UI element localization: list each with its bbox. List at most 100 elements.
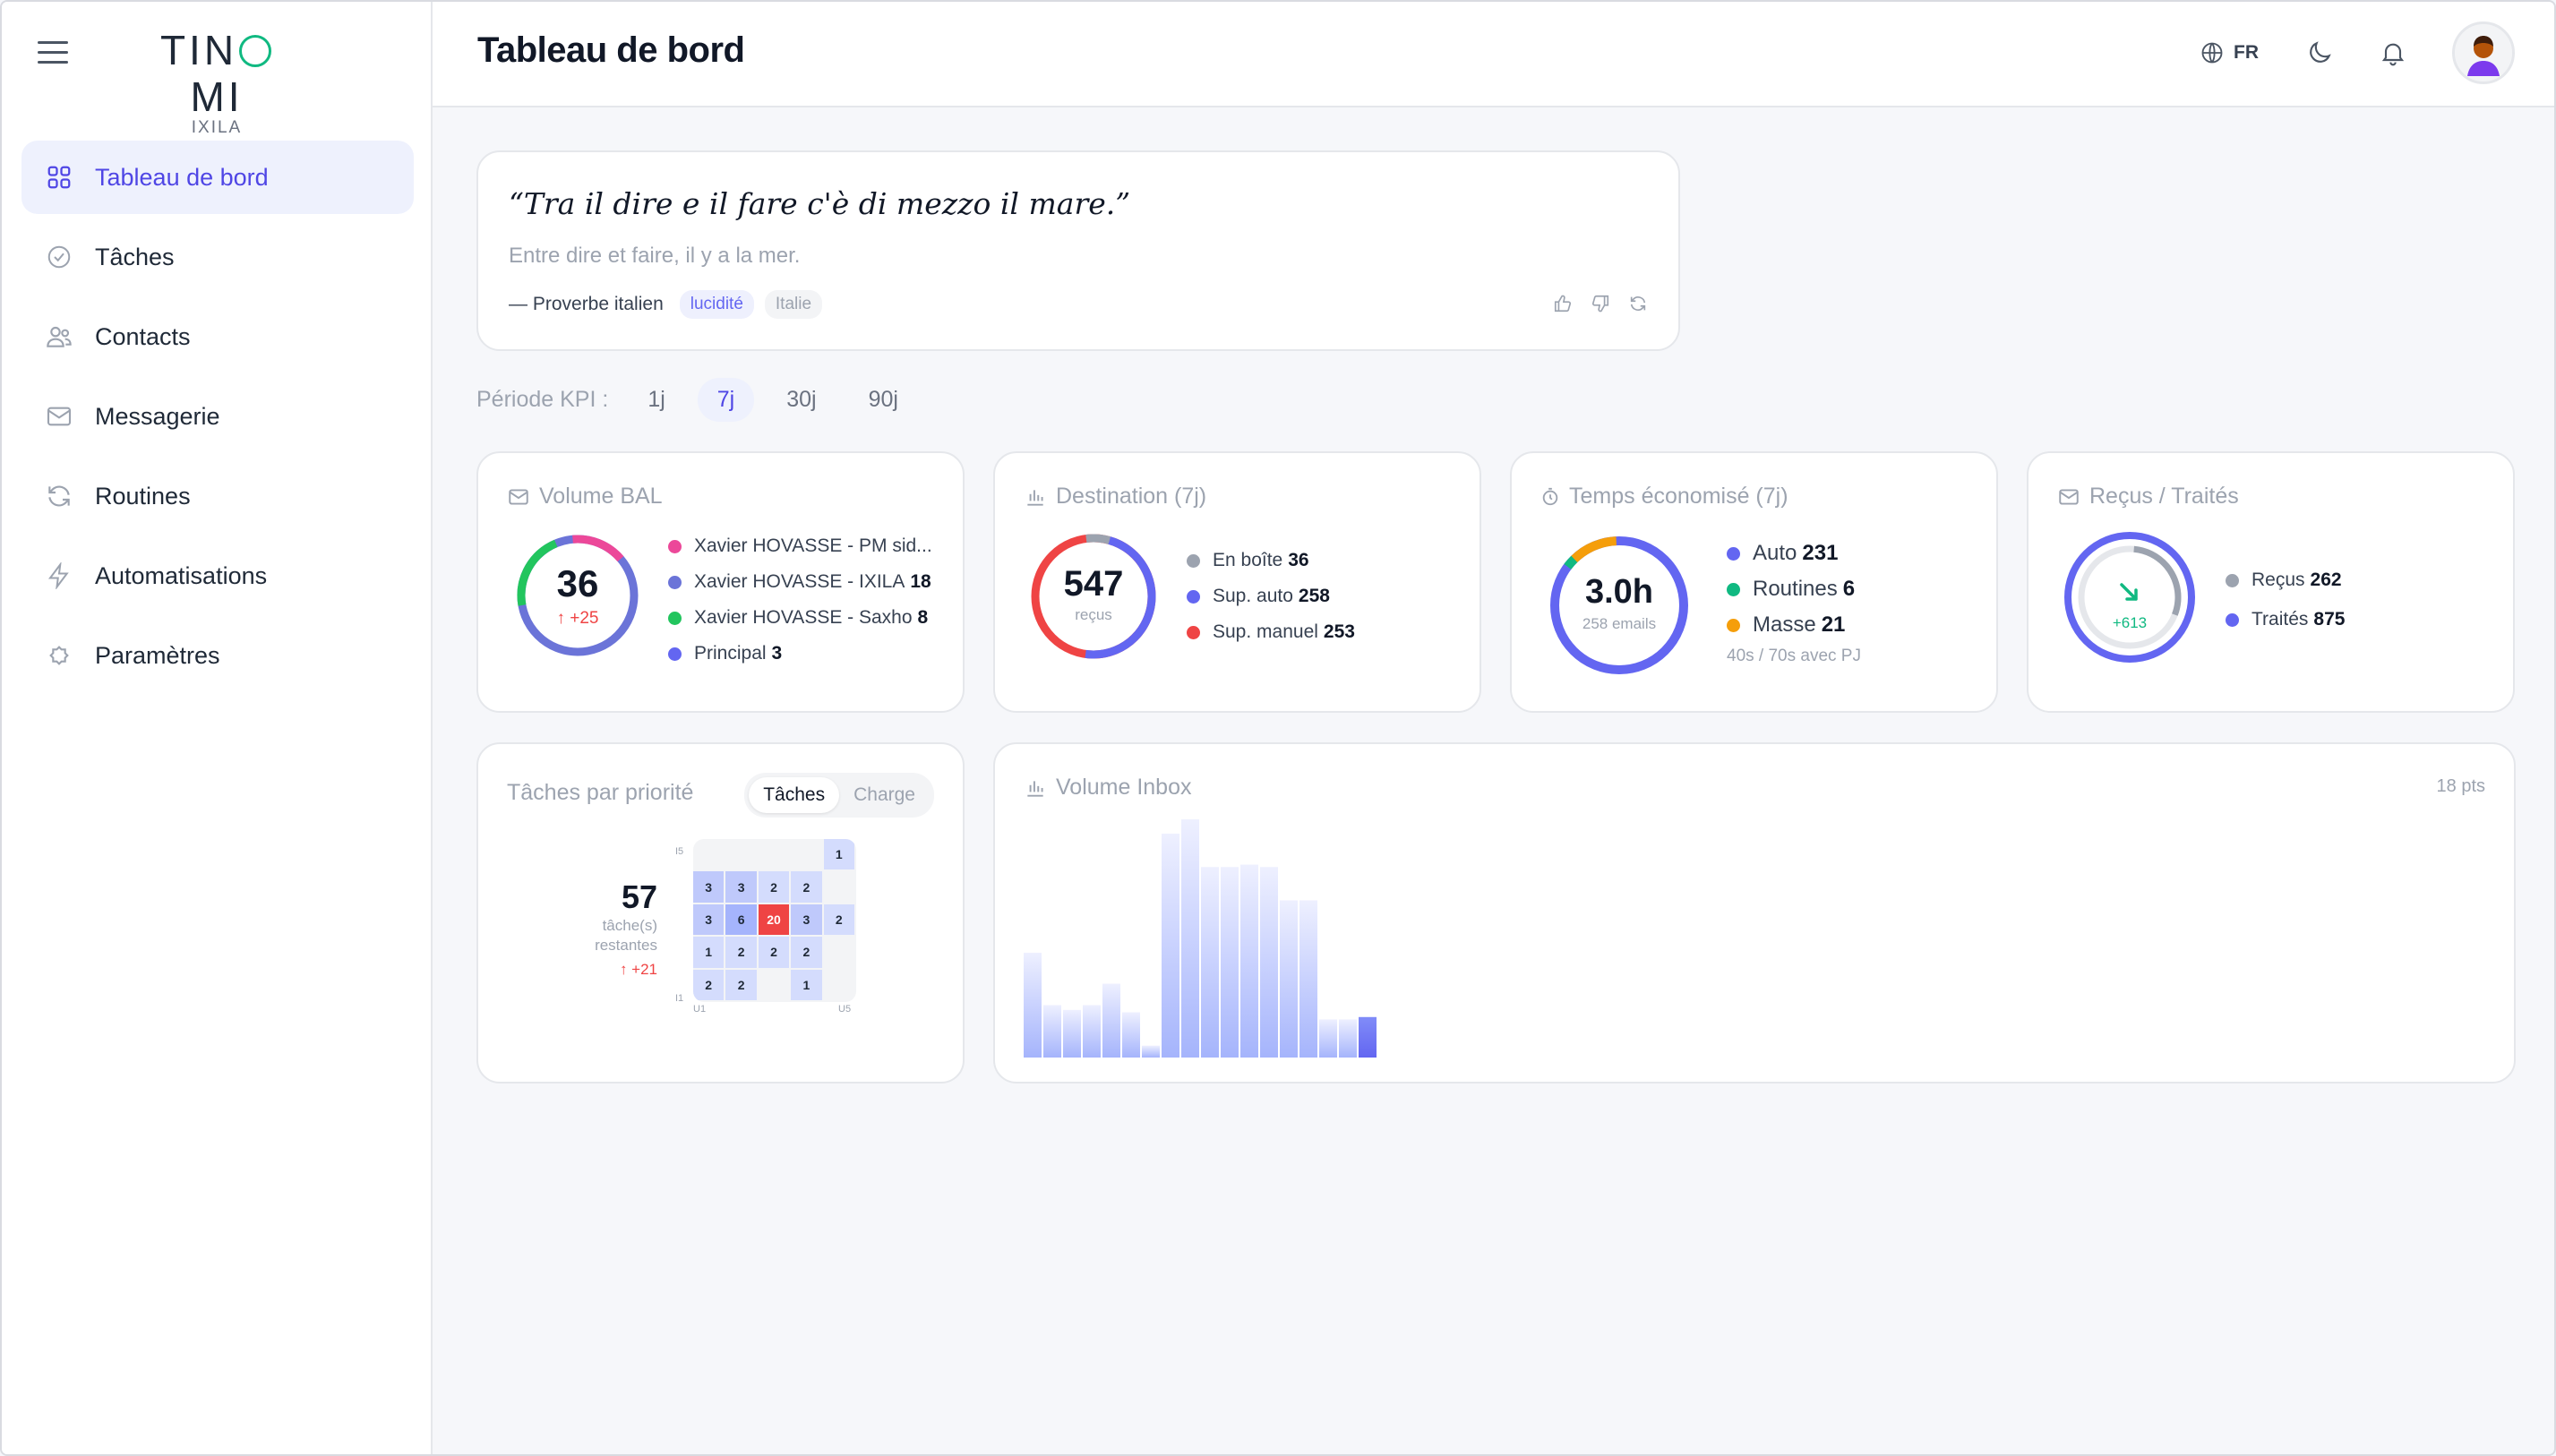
matrix-cell[interactable]: 2 — [758, 871, 790, 903]
kpi-volume-card: Volume BAL 36 ↑ +25 Xavier HOVASSE - PM … — [476, 451, 965, 713]
chart-bar[interactable] — [1260, 867, 1278, 1058]
language-switch[interactable]: FR — [2200, 40, 2259, 65]
sidebar-item-automatisations[interactable]: Automatisations — [21, 539, 414, 612]
sidebar-item-label: Tableau de bord — [95, 163, 269, 191]
chart-bar[interactable] — [1280, 900, 1298, 1058]
matrix-cell[interactable]: 2 — [725, 969, 757, 1000]
kpi-value: 547 — [1063, 564, 1124, 604]
period-option[interactable]: 30j — [786, 387, 817, 412]
legend-item: Xavier HOVASSE - IXILA 18 — [668, 564, 932, 600]
thumbs-down-icon[interactable] — [1591, 294, 1610, 313]
priority-matrix: 1 3 3 2 2 3 6 20 3 2 1 2 2 2 2 2 1 — [693, 839, 856, 1002]
chart-bar[interactable] — [1359, 1016, 1377, 1058]
bolt-icon — [43, 560, 75, 592]
matrix-cell[interactable]: 1 — [693, 937, 725, 968]
legend-value: 21 — [1821, 612, 1846, 637]
chart-bar[interactable] — [1024, 952, 1042, 1058]
legend-dot — [2226, 612, 2239, 627]
refresh-icon[interactable] — [1628, 294, 1648, 313]
chart-bar[interactable] — [1221, 867, 1239, 1058]
matrix-cell[interactable]: 2 — [791, 871, 822, 903]
legend-value: 8 — [917, 607, 929, 628]
chart-bar[interactable] — [1102, 983, 1120, 1058]
quote-tag[interactable]: lucidité — [679, 290, 754, 319]
matrix-cell[interactable]: 2 — [693, 969, 725, 1000]
legend-value: 875 — [2313, 609, 2346, 630]
chart-bar[interactable] — [1083, 1005, 1101, 1058]
chart-bar[interactable] — [1339, 1019, 1357, 1058]
chart-bar[interactable] — [1319, 1019, 1337, 1058]
matrix-cell[interactable]: 6 — [725, 904, 757, 936]
sidebar-item-tableau-de-bord[interactable]: Tableau de bord — [21, 141, 414, 214]
refresh-icon — [43, 480, 75, 512]
matrix-cell[interactable]: 2 — [823, 904, 854, 936]
time-donut — [1550, 536, 1688, 674]
matrix-cell[interactable]: 2 — [758, 937, 790, 968]
chart-bar[interactable] — [1181, 819, 1199, 1058]
quote-text: “Tra il dire e il fare c'è di mezzo il m… — [509, 186, 1131, 221]
priority-count: 57 — [621, 878, 657, 915]
legend-item: Auto 231 — [1727, 535, 1855, 571]
matrix-cell[interactable]: 1 — [823, 839, 854, 870]
destination-donut — [1031, 534, 1156, 659]
tab-load[interactable]: Charge — [853, 784, 915, 805]
menu-icon[interactable] — [38, 41, 68, 66]
matrix-cell[interactable]: 3 — [725, 871, 757, 903]
period-option[interactable]: 1j — [648, 387, 665, 412]
legend-dot — [668, 575, 682, 589]
priority-delta: ↑ +21 — [619, 961, 657, 978]
chart-bar[interactable] — [1201, 867, 1219, 1058]
chart-bar[interactable] — [1142, 1045, 1160, 1058]
matrix-cell[interactable]: 2 — [791, 937, 822, 968]
matrix-cell[interactable]: 3 — [693, 904, 725, 936]
tab-tasks[interactable]: Tâches — [749, 777, 840, 813]
chart-bar[interactable] — [1122, 1012, 1140, 1058]
bell-icon — [2381, 43, 2405, 66]
chart-bar[interactable] — [1240, 864, 1258, 1058]
inbox-point-count: 18 pts — [2436, 776, 2485, 796]
sidebar-item-taches[interactable]: Tâches — [21, 220, 414, 294]
axis-label: U5 — [838, 1004, 852, 1015]
legend-value: 36 — [1288, 550, 1309, 570]
kpi-value: 36 — [556, 562, 599, 604]
matrix-cell[interactable]: 1 — [791, 969, 822, 1000]
sidebar-item-messagerie[interactable]: Messagerie — [21, 380, 414, 453]
legend-value: 6 — [1842, 577, 1856, 601]
sidebar-item-routines[interactable]: Routines — [21, 459, 414, 533]
legend-label: Sup. manuel — [1213, 621, 1318, 642]
chart-bar[interactable] — [1063, 1009, 1081, 1058]
legend-dot — [668, 647, 682, 661]
axis-label: I1 — [675, 993, 684, 1004]
matrix-cell[interactable]: 3 — [791, 904, 822, 936]
period-option[interactable]: 7j — [697, 378, 755, 422]
quote-card: “Tra il dire e il fare c'è di mezzo il m… — [476, 150, 1680, 351]
matrix-cell[interactable]: 2 — [725, 937, 757, 968]
chart-bar[interactable] — [1299, 900, 1317, 1058]
notifications-button[interactable] — [2379, 39, 2407, 67]
legend-value: 262 — [2310, 570, 2342, 590]
legend-item: Masse 21 — [1727, 607, 1855, 643]
sidebar-item-label: Paramètres — [95, 641, 220, 669]
sidebar-item-label: Tâches — [95, 243, 175, 270]
kpi-sub: 258 emails — [1582, 615, 1657, 632]
sidebar-item-label: Messagerie — [95, 402, 220, 430]
legend-item: Principal 3 — [668, 636, 932, 672]
dark-mode-toggle[interactable] — [2305, 39, 2334, 67]
quote-tag[interactable]: Italie — [764, 290, 823, 319]
legend-label: Traités — [2252, 609, 2309, 630]
volume-legend: Xavier HOVASSE - PM sid... Xavier HOVASSE… — [668, 528, 932, 672]
mail-icon — [43, 400, 75, 433]
thumbs-up-icon[interactable] — [1553, 294, 1573, 313]
sidebar-item-label: Automatisations — [95, 561, 268, 589]
matrix-cell[interactable]: 3 — [693, 871, 725, 903]
quote-translation: Entre dire et faire, il y a la mer. — [509, 244, 801, 268]
avatar[interactable] — [2452, 21, 2515, 84]
sidebar-item-parametres[interactable]: Paramètres — [21, 619, 414, 692]
chart-bar[interactable] — [1162, 833, 1179, 1058]
globe-icon — [2201, 42, 2223, 64]
matrix-cell[interactable]: 20 — [758, 904, 790, 936]
period-option[interactable]: 90j — [868, 387, 898, 412]
sidebar-item-contacts[interactable]: Contacts — [21, 300, 414, 373]
kpi-title: Temps économisé (7j) — [1569, 484, 1788, 509]
chart-bar[interactable] — [1043, 1005, 1061, 1058]
